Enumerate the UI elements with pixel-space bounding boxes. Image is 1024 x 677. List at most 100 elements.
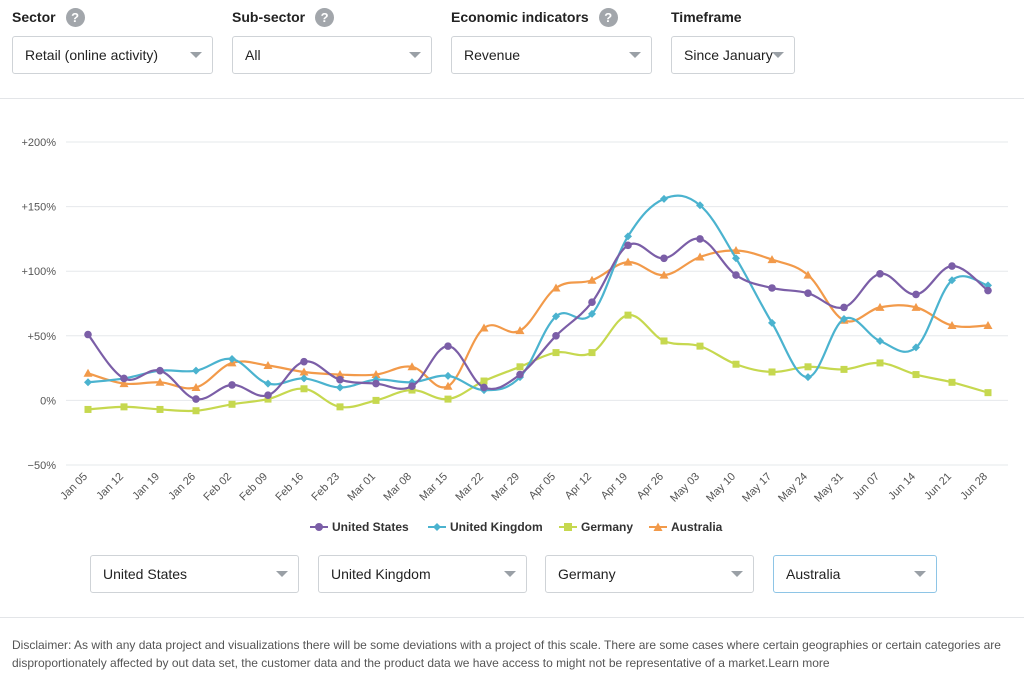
x-tick-label: Jan 05	[58, 471, 90, 503]
data-point	[696, 342, 704, 350]
series-line	[87, 314, 989, 413]
data-point	[624, 232, 632, 241]
data-point	[228, 400, 236, 408]
data-point	[480, 383, 488, 392]
data-point	[588, 349, 596, 357]
data-point	[83, 368, 93, 377]
data-point	[731, 246, 741, 255]
legend-item[interactable]: United States	[310, 520, 409, 534]
series-line	[87, 194, 989, 392]
chevron-down-icon	[504, 571, 516, 577]
data-point	[659, 270, 669, 279]
data-point	[372, 396, 380, 404]
data-point	[192, 366, 200, 375]
data-point	[660, 254, 668, 263]
data-point	[263, 361, 273, 370]
data-point	[624, 241, 632, 250]
data-point	[84, 330, 92, 339]
x-tick-label: Mar 08	[381, 471, 414, 504]
x-tick-label: Jan 26	[166, 471, 198, 503]
legend-item[interactable]: Australia	[649, 520, 722, 534]
data-point	[120, 403, 128, 411]
subsector-dropdown[interactable]: All	[232, 36, 432, 74]
x-tick-label: Feb 16	[273, 471, 306, 504]
disclaimer: Disclaimer: As with any data project and…	[12, 636, 1012, 672]
country-select-1[interactable]: United States	[90, 555, 299, 593]
data-point	[876, 269, 884, 278]
data-point	[300, 374, 308, 383]
x-tick-label: Feb 02	[201, 471, 234, 504]
data-point	[732, 254, 740, 263]
x-tick-label: May 31	[812, 471, 846, 505]
timeframe-dropdown[interactable]: Since January	[671, 36, 795, 74]
country-select-2[interactable]: United Kingdom	[318, 555, 527, 593]
x-tick-label: Apr 19	[599, 471, 630, 502]
chevron-down-icon	[731, 571, 743, 577]
country-select-value: Australia	[786, 566, 841, 582]
country-select-value: Germany	[558, 566, 616, 582]
data-point	[588, 298, 596, 307]
sector-value: Retail (online activity)	[25, 47, 159, 63]
learn-more-link[interactable]: Learn more	[768, 656, 830, 670]
data-point	[732, 271, 740, 279]
data-point	[516, 370, 524, 379]
x-tick-label: Feb 09	[237, 471, 270, 504]
timeframe-label: Timeframe	[671, 9, 742, 25]
legend-label: Germany	[581, 520, 634, 534]
x-tick-label: Mar 01	[345, 471, 378, 504]
data-point	[911, 302, 921, 311]
data-point	[192, 407, 200, 415]
x-tick-label: Jun 14	[886, 471, 918, 503]
data-point	[803, 270, 813, 279]
data-point	[552, 312, 560, 321]
y-tick-label: 0%	[40, 395, 56, 407]
sector-dropdown[interactable]: Retail (online activity)	[12, 36, 213, 74]
legend-swatch	[649, 522, 667, 531]
data-point	[948, 378, 956, 386]
data-point	[696, 201, 704, 210]
data-point	[623, 257, 633, 266]
data-point	[84, 405, 92, 413]
x-tick-label: May 10	[704, 471, 738, 505]
country-select-value: United Kingdom	[331, 566, 431, 582]
country-select-3[interactable]: Germany	[545, 555, 754, 593]
data-point	[696, 235, 704, 243]
data-point	[912, 290, 920, 299]
indicator-label: Economic indicators	[451, 9, 589, 25]
help-icon[interactable]: ?	[598, 7, 618, 27]
indicator-dropdown[interactable]: Revenue	[451, 36, 652, 74]
data-point	[768, 318, 776, 327]
indicator-filter: Economic indicators ?	[451, 7, 618, 27]
x-tick-label: Mar 22	[453, 471, 486, 504]
data-point	[264, 395, 272, 403]
data-point	[840, 303, 848, 312]
legend-item[interactable]: Germany	[559, 520, 633, 534]
timeframe-filter: Timeframe	[671, 8, 742, 26]
indicator-value: Revenue	[464, 47, 521, 63]
data-point	[912, 343, 920, 352]
x-tick-label: May 03	[668, 471, 702, 505]
help-icon[interactable]: ?	[65, 7, 85, 27]
data-point	[948, 276, 956, 285]
country-select-4[interactable]: Australia	[773, 555, 937, 593]
chevron-down-icon	[190, 52, 202, 58]
data-point	[228, 355, 236, 364]
data-point	[695, 252, 705, 261]
data-point	[840, 315, 848, 324]
data-point	[336, 383, 344, 392]
chevron-down-icon	[629, 52, 641, 58]
y-tick-label: −50%	[28, 460, 57, 472]
help-icon[interactable]: ?	[315, 7, 335, 27]
legend-item[interactable]: United Kingdom	[428, 520, 543, 534]
chevron-down-icon	[772, 52, 784, 58]
x-tick-label: Mar 15	[417, 471, 450, 504]
y-tick-label: +150%	[21, 202, 56, 214]
data-point	[156, 366, 164, 375]
data-point	[660, 194, 668, 203]
country-select-value: United States	[103, 566, 188, 582]
sector-filter: Sector ?	[12, 7, 85, 27]
data-point	[156, 405, 164, 413]
legend-swatch	[559, 523, 577, 531]
data-point	[480, 377, 488, 385]
data-point	[804, 289, 812, 297]
